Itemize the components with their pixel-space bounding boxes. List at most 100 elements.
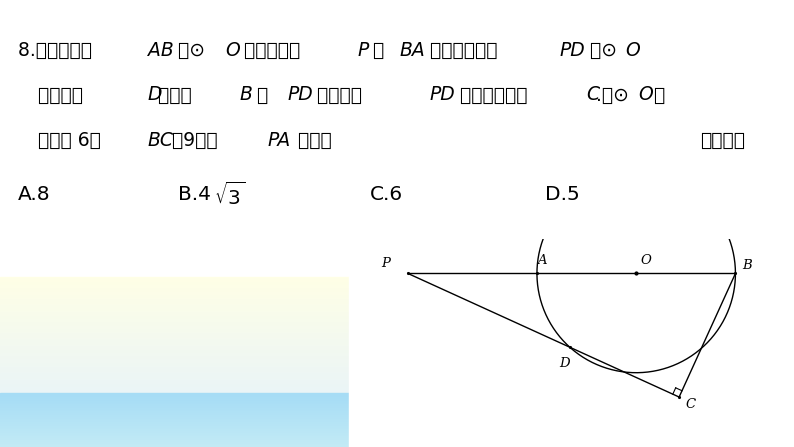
Text: 的延长线上，: 的延长线上， <box>424 41 498 59</box>
Bar <box>0 445 794 447</box>
Text: ，过点: ，过点 <box>158 85 198 105</box>
Bar <box>0 281 794 283</box>
Bar <box>0 345 794 347</box>
Text: 8.如图，已知: 8.如图，已知 <box>18 41 98 59</box>
Bar <box>0 342 794 345</box>
Bar <box>0 430 794 433</box>
Text: P: P <box>382 257 391 270</box>
Bar <box>0 324 794 326</box>
Text: D: D <box>560 357 570 370</box>
Bar <box>0 398 794 401</box>
Text: （　　）: （ ） <box>700 131 745 149</box>
Bar <box>0 427 794 430</box>
Text: 的直径，点: 的直径，点 <box>238 41 306 59</box>
Bar <box>0 387 794 390</box>
Bar <box>0 402 794 404</box>
Bar <box>0 396 794 398</box>
Bar <box>0 423 794 426</box>
Text: BA: BA <box>400 41 426 59</box>
Bar <box>0 440 794 443</box>
Text: O: O <box>641 254 652 267</box>
Bar <box>0 420 794 422</box>
Text: 的延长线于点: 的延长线于点 <box>454 85 527 105</box>
Bar <box>0 409 794 411</box>
Text: BC: BC <box>148 131 174 149</box>
Text: AB: AB <box>148 41 174 59</box>
Bar <box>0 364 794 367</box>
Bar <box>0 296 794 299</box>
Bar <box>0 439 794 442</box>
Bar <box>0 392 794 394</box>
Text: O: O <box>625 41 640 59</box>
Bar <box>0 434 794 436</box>
Bar <box>0 396 794 399</box>
Text: A.8: A.8 <box>18 186 51 204</box>
Bar <box>0 376 794 379</box>
Bar <box>0 374 794 377</box>
Bar <box>0 358 794 360</box>
Bar <box>0 400 794 402</box>
Bar <box>0 404 794 407</box>
Bar <box>0 285 794 288</box>
Bar <box>0 426 794 428</box>
Bar <box>0 347 794 350</box>
Bar <box>0 300 794 303</box>
Bar <box>0 368 794 371</box>
Text: B.4: B.4 <box>178 186 211 204</box>
Bar <box>0 302 794 305</box>
Text: B: B <box>240 85 252 105</box>
Bar <box>0 370 794 373</box>
Text: C.6: C.6 <box>370 186 403 204</box>
Bar <box>0 381 794 384</box>
Bar <box>0 395 794 397</box>
Bar <box>0 307 794 309</box>
Bar <box>0 283 794 286</box>
Bar <box>0 422 794 424</box>
Bar <box>0 418 794 420</box>
Bar <box>0 417 794 419</box>
Bar <box>0 287 794 290</box>
Text: O: O <box>225 41 240 59</box>
Bar <box>0 298 794 300</box>
Bar <box>0 438 794 441</box>
Bar <box>0 430 794 432</box>
Text: .若⊙: .若⊙ <box>596 85 629 105</box>
Text: 是⊙: 是⊙ <box>172 41 205 59</box>
Bar <box>0 334 794 337</box>
Bar <box>0 436 794 439</box>
Bar <box>0 429 794 431</box>
Bar <box>0 0 794 277</box>
Bar <box>0 385 794 388</box>
Text: 的: 的 <box>648 85 665 105</box>
Text: 作: 作 <box>251 85 274 105</box>
Bar <box>349 250 794 447</box>
Text: B: B <box>742 259 752 272</box>
Bar <box>0 432 794 434</box>
Bar <box>0 332 794 334</box>
Bar <box>0 400 794 402</box>
Bar <box>0 279 794 282</box>
Bar <box>0 321 794 324</box>
Bar <box>0 311 794 313</box>
Bar <box>0 407 794 409</box>
Bar <box>0 406 794 409</box>
Text: C: C <box>686 398 696 412</box>
Text: PD: PD <box>287 85 313 105</box>
Bar <box>0 413 794 415</box>
Bar <box>0 325 794 328</box>
Bar <box>0 398 794 401</box>
Text: 在: 在 <box>367 41 390 59</box>
Bar <box>0 421 794 424</box>
Bar <box>0 443 794 445</box>
Bar <box>0 341 794 343</box>
Bar <box>0 351 794 354</box>
Bar <box>0 308 794 311</box>
Text: C: C <box>586 85 599 105</box>
Bar <box>0 415 794 417</box>
Bar <box>0 419 794 422</box>
Bar <box>0 393 794 395</box>
Bar <box>0 330 794 333</box>
Bar <box>0 414 794 417</box>
Text: ＝9，则: ＝9，则 <box>172 131 224 149</box>
Bar <box>0 313 794 316</box>
